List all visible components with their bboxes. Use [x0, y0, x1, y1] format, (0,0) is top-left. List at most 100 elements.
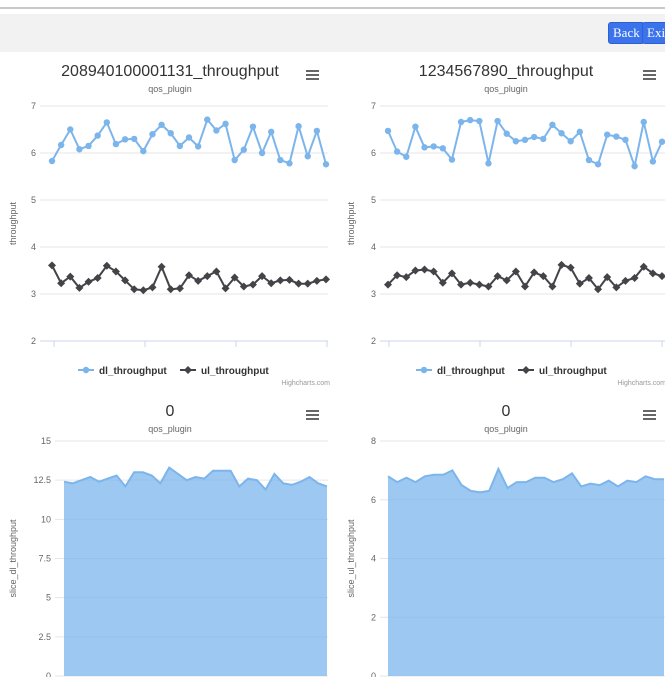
data-point-dl_throughput — [421, 144, 428, 151]
chart-menu-icon[interactable] — [306, 70, 319, 80]
data-point-ul_throughput — [157, 262, 166, 271]
data-point-ul_throughput — [447, 269, 456, 278]
chart-slice-dl-throughput: 0 qos_plugin 0 2.5 5 7.5 10 12.5 15 slice_dl_thro… — [0, 392, 338, 677]
chart-menu-icon[interactable] — [643, 70, 656, 80]
data-point-ul_throughput — [548, 282, 557, 291]
y-tick-label: 5 — [46, 593, 51, 603]
exit-button[interactable]: Exit — [642, 22, 665, 44]
data-point-dl_throughput — [576, 128, 583, 136]
data-point-ul_throughput — [594, 285, 603, 294]
chart-dl-ul-throughput-1: 208940100001131_throughput qos_plugin 2 3 4 5… — [0, 52, 338, 392]
data-point-dl_throughput — [57, 141, 65, 149]
data-point-dl_throughput — [494, 117, 501, 125]
legend-item-ul_throughput[interactable]: ul_throughput — [180, 366, 269, 377]
data-point-dl_throughput — [149, 131, 156, 138]
legend-item-dl_throughput[interactable]: dl_throughput — [78, 366, 167, 377]
data-point-ul_throughput — [639, 262, 648, 271]
menu-icon-bar — [306, 74, 319, 76]
legend-label: dl_throughput — [437, 366, 505, 377]
y-tick-label: 4 — [371, 554, 376, 564]
chart-menu-icon[interactable] — [643, 410, 656, 420]
data-point-dl_throughput — [403, 153, 410, 160]
data-point-dl_throughput — [658, 138, 665, 145]
chart-svg: 208940100001131_throughput qos_plugin 2 3 4 5… — [8, 63, 330, 387]
menu-icon-bar — [306, 70, 319, 72]
credits-link: Highcharts.com — [617, 380, 665, 387]
data-point-ul_throughput — [658, 272, 665, 281]
data-point-dl_throughput — [558, 130, 565, 137]
data-point-ul_throughput — [84, 277, 93, 286]
data-point-dl_throughput — [140, 147, 147, 155]
y-axis-title: slice_ul_throughput — [346, 519, 356, 598]
chart-subtitle: qos_plugin — [484, 424, 528, 434]
legend-item-ul_throughput[interactable]: ul_throughput — [518, 366, 607, 377]
data-point-dl_throughput — [430, 143, 437, 150]
menu-icon-bar — [306, 414, 319, 416]
menu-icon-bar — [643, 78, 656, 80]
data-point-dl_throughput — [549, 121, 556, 128]
menu-icon-bar — [643, 410, 656, 412]
y-tick-label: 6 — [371, 148, 376, 158]
data-point-dl_throughput — [631, 162, 638, 170]
data-point-ul_throughput — [493, 272, 502, 281]
legend-marker-circle-icon — [420, 366, 428, 374]
data-point-dl_throughput — [295, 123, 302, 130]
area-line — [387, 466, 664, 494]
legend-label: ul_throughput — [539, 366, 607, 377]
back-button[interactable]: Back — [608, 22, 645, 44]
data-point-dl_throughput — [103, 119, 111, 126]
y-axis-title: throughput — [346, 201, 356, 245]
data-point-ul_throughput — [648, 269, 657, 278]
y-tick-label: 10 — [41, 514, 51, 524]
data-point-dl_throughput — [277, 156, 284, 164]
data-point-dl_throughput — [249, 123, 257, 130]
data-point-ul_throughput — [294, 279, 303, 288]
data-point-dl_throughput — [540, 135, 547, 143]
legend-label: dl_throughput — [99, 366, 167, 377]
data-point-dl_throughput — [448, 156, 456, 163]
y-tick-label: 6 — [31, 148, 36, 158]
data-point-ul_throughput — [411, 266, 420, 275]
data-point-ul_throughput — [584, 274, 593, 283]
menu-icon-bar — [306, 410, 319, 412]
legend-item-dl_throughput[interactable]: dl_throughput — [416, 366, 505, 377]
data-point-ul_throughput — [322, 275, 330, 284]
data-point-ul_throughput — [93, 274, 102, 283]
y-tick-label: 5 — [31, 195, 36, 205]
data-point-ul_throughput — [285, 275, 294, 284]
data-point-dl_throughput — [176, 142, 184, 150]
data-point-dl_throughput — [467, 116, 474, 124]
data-point-ul_throughput — [303, 279, 312, 288]
y-tick-label: 2 — [31, 336, 36, 346]
data-point-dl_throughput — [185, 134, 193, 141]
y-tick-label: 0 — [46, 671, 51, 677]
data-point-dl_throughput — [286, 160, 293, 167]
data-point-dl_throughput — [231, 156, 238, 164]
data-point-dl_throughput — [594, 161, 602, 168]
menu-icon-bar — [306, 418, 319, 420]
y-tick-label: 2 — [371, 612, 376, 622]
y-tick-label: 7 — [371, 101, 376, 111]
y-tick-label: 7.5 — [38, 554, 51, 564]
data-point-dl_throughput — [521, 136, 529, 144]
chart-title: 208940100001131_throughput — [61, 63, 279, 80]
menu-icon-bar — [643, 418, 656, 420]
y-tick-label: 2 — [371, 336, 376, 346]
data-point-ul_throughput — [630, 274, 639, 283]
chart-menu-icon[interactable] — [306, 410, 319, 420]
data-point-dl_throughput — [121, 136, 129, 143]
data-point-dl_throughput — [194, 143, 202, 150]
data-point-ul_throughput — [312, 276, 321, 285]
chart-dl-ul-throughput-2: 1234567890_throughput qos_plugin 2 3 4 5 6 7 thr… — [338, 52, 665, 392]
data-point-ul_throughput — [258, 272, 267, 281]
legend-label: ul_throughput — [201, 366, 269, 377]
y-axis-title: throughput — [8, 201, 18, 245]
y-tick-label: 7 — [31, 101, 36, 111]
data-point-dl_throughput — [158, 121, 165, 128]
chart-subtitle: qos_plugin — [484, 84, 528, 94]
data-point-dl_throughput — [512, 138, 520, 145]
legend-marker-diamond-icon — [184, 366, 192, 374]
chart-svg: 1234567890_throughput qos_plugin 2 3 4 5 6 7 thr… — [346, 63, 665, 387]
data-point-dl_throughput — [48, 157, 56, 165]
data-point-ul_throughput — [612, 283, 621, 292]
